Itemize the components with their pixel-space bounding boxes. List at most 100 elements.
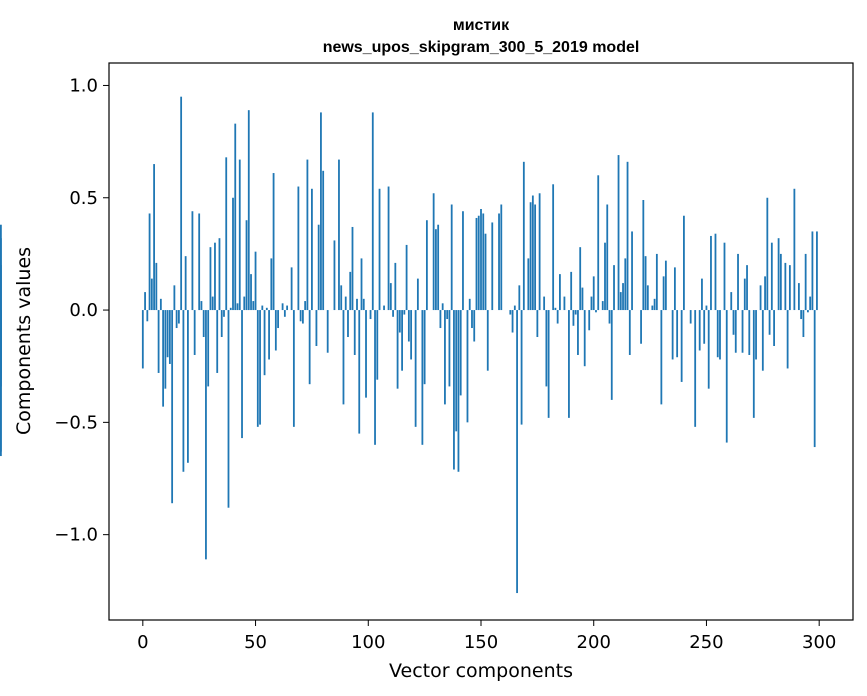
bar: [471, 310, 473, 329]
bar: [437, 224, 440, 311]
bar: [297, 186, 300, 311]
bar: [241, 310, 243, 439]
bar: [283, 310, 286, 317]
x-tick-label: 100: [351, 632, 385, 653]
bar: [414, 310, 417, 427]
bar: [761, 310, 764, 371]
bar: [150, 278, 153, 311]
bar: [344, 296, 347, 311]
bar: [664, 260, 667, 311]
bar: [590, 296, 593, 311]
bar: [498, 213, 500, 311]
bar: [286, 305, 289, 311]
chart-title-line-2: news_upos_skipgram_300_5_2019 model: [323, 39, 640, 56]
bar: [766, 197, 769, 311]
bar: [779, 253, 782, 311]
bar: [554, 307, 557, 311]
bar: [703, 310, 706, 344]
bar: [232, 197, 234, 311]
bar: [577, 310, 579, 355]
y-axis-ticks: −1.0 −0.5 0.0 0.5 1.0: [54, 75, 109, 546]
bar: [229, 307, 232, 311]
bar: [500, 204, 503, 311]
bar: [556, 310, 559, 324]
bar: [153, 164, 155, 311]
bar: [513, 305, 516, 311]
bar: [173, 285, 176, 311]
bar: [450, 204, 453, 311]
bar: [214, 242, 216, 311]
bar: [356, 298, 358, 311]
bar: [383, 305, 385, 311]
bar: [529, 202, 532, 311]
bar: [477, 215, 480, 311]
bar: [338, 159, 340, 311]
bar: [486, 310, 489, 371]
bar: [398, 310, 401, 333]
bar: [216, 310, 219, 373]
y-tick-label: 0.0: [69, 300, 98, 321]
bar: [164, 310, 167, 389]
bar: [773, 310, 775, 346]
bar: [340, 285, 343, 311]
bar: [184, 256, 187, 311]
bar: [705, 305, 708, 311]
bar: [676, 310, 679, 358]
x-tick-label: 50: [244, 632, 267, 653]
bar: [441, 303, 444, 311]
bar: [710, 235, 712, 311]
bar: [403, 310, 406, 315]
bar: [311, 188, 313, 311]
bar: [218, 238, 221, 311]
bar: [191, 211, 194, 311]
bar: [628, 310, 631, 355]
bar: [527, 258, 530, 311]
bars-group: [0, 96, 818, 594]
bar: [793, 188, 796, 311]
bar: [432, 193, 435, 311]
bar: [482, 213, 485, 311]
bar: [162, 310, 165, 407]
bar: [579, 247, 582, 311]
bar: [347, 310, 349, 338]
bar: [405, 244, 408, 311]
bar: [547, 310, 550, 418]
bar: [568, 310, 570, 418]
bar: [572, 310, 575, 326]
bar: [317, 224, 320, 311]
bar: [807, 310, 809, 313]
bar: [737, 253, 739, 311]
bar: [416, 278, 419, 311]
bar: [719, 310, 721, 360]
bar: [396, 310, 399, 389]
bar: [655, 253, 658, 311]
bar: [777, 238, 780, 311]
bar: [701, 278, 703, 311]
bar: [588, 310, 591, 331]
bar: [205, 310, 207, 560]
bar: [606, 204, 609, 311]
bar: [601, 301, 604, 311]
y-tick-label: 1.0: [69, 75, 98, 96]
x-tick-label: 200: [577, 632, 611, 653]
bar: [741, 310, 744, 353]
bar: [698, 310, 701, 351]
bar: [559, 274, 561, 311]
bar: [349, 271, 352, 311]
bar: [234, 123, 237, 311]
bar: [746, 265, 748, 311]
bar: [800, 310, 803, 320]
bar: [583, 310, 586, 367]
y-axis-label: Components values: [13, 247, 35, 435]
bar: [689, 310, 692, 324]
bar: [732, 310, 735, 335]
bar: [531, 195, 534, 311]
bar: [545, 310, 548, 387]
bar: [180, 96, 183, 311]
bar: [410, 310, 413, 360]
bar: [755, 310, 757, 360]
bar: [274, 310, 277, 351]
bar: [552, 184, 555, 311]
bar: [804, 253, 807, 311]
bar: [175, 310, 178, 329]
